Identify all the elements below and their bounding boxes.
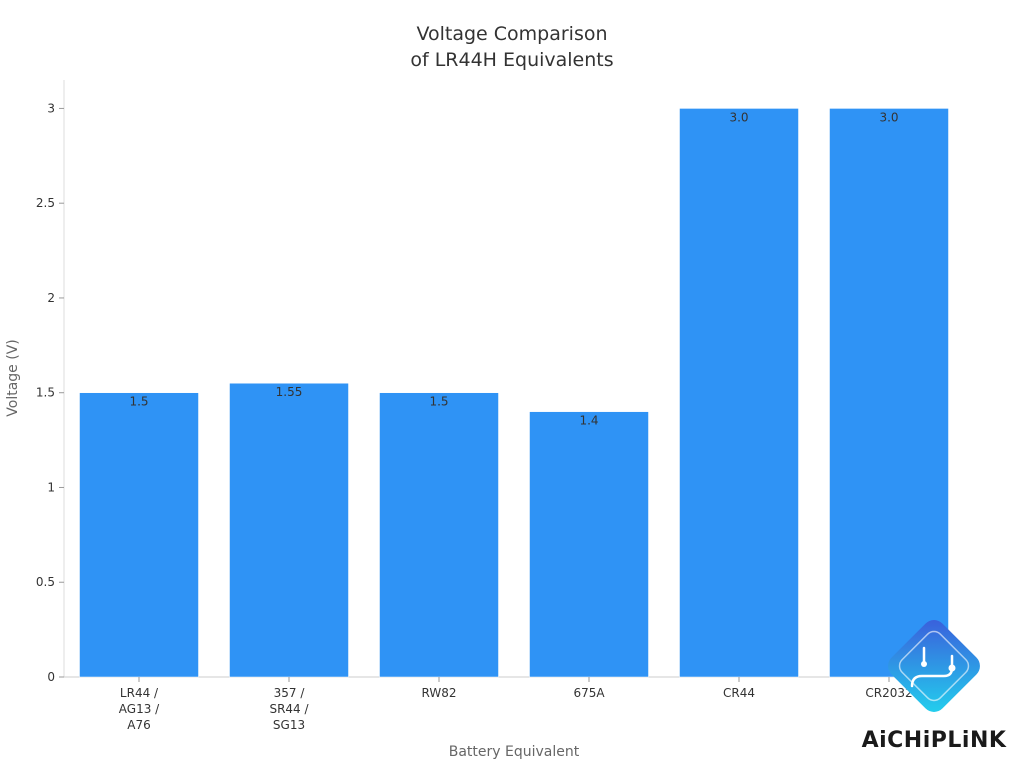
chip-logo-icon	[888, 620, 980, 712]
chart-title-line-1: Voltage Comparison	[416, 23, 607, 45]
watermark-text: AiCHiPLiNK	[862, 728, 1007, 753]
bar-value-label: 3.0	[729, 110, 748, 124]
x-tick-label: 675A	[573, 686, 605, 700]
y-ticks: 0 0.5 1 1.5 2 2.5 3	[36, 101, 64, 684]
bar	[679, 108, 799, 678]
y-tick-label: 3	[47, 101, 55, 115]
chart-title-line-2: of LR44H Equivalents	[410, 49, 613, 71]
bar-value-label: 1.5	[429, 395, 448, 409]
y-tick-label: 1.5	[36, 386, 55, 400]
bar-value-label: 1.55	[276, 385, 303, 399]
y-tick-label: 0.5	[36, 575, 55, 589]
bar	[379, 392, 499, 678]
x-tick-label: 357 /SR44 /SG13	[269, 686, 309, 732]
watermark-logo: AiCHiPLiNK	[862, 620, 1007, 753]
bar	[829, 108, 949, 678]
bar-value-label: 1.5	[129, 395, 148, 409]
x-tick-label: CR44	[723, 686, 755, 700]
y-tick-label: 2.5	[36, 196, 55, 210]
y-axis-label: Voltage (V)	[5, 339, 21, 416]
x-tick-label: CR2032	[865, 686, 912, 700]
x-tick-label: LR44 /AG13 /A76	[119, 686, 160, 732]
bar	[529, 411, 649, 678]
x-tick-label: RW82	[422, 686, 457, 700]
bar	[229, 382, 349, 678]
bar-value-label: 3.0	[879, 110, 898, 124]
x-ticks: LR44 /AG13 /A76 357 /SR44 /SG13 RW82 675A CR…	[119, 677, 913, 732]
x-axis-label: Battery Equivalent	[449, 744, 580, 760]
y-tick-label: 0	[47, 670, 55, 684]
y-tick-label: 2	[47, 291, 55, 305]
bars: 1.5 1.55 1.5 1.4 3.0 3.0	[79, 108, 949, 678]
y-tick-label: 1	[47, 480, 55, 494]
bar-value-label: 1.4	[579, 414, 598, 428]
bar	[79, 392, 199, 678]
